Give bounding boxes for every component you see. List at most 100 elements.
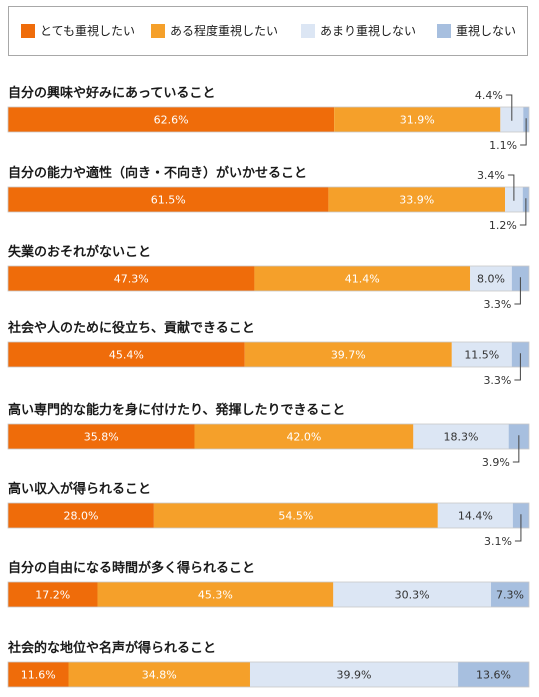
- legend-label-not-very-important: あまり重視しない: [320, 24, 417, 38]
- category-label: 自分の能力や適性（向き・不向き）がいかせること: [8, 165, 307, 181]
- bar-outline: [7, 661, 530, 688]
- bar-outline: [7, 581, 530, 608]
- callout-label: 3.9%: [482, 456, 510, 469]
- bar-segment: [334, 107, 501, 132]
- data-label: 33.9%: [399, 194, 434, 207]
- bar-segment: [68, 662, 250, 687]
- bar-segment: [8, 266, 255, 291]
- data-label: 17.2%: [35, 589, 70, 602]
- bar-outline: [7, 341, 530, 368]
- category-label: 高い収入が得られること: [8, 481, 151, 497]
- bar-segment: [8, 503, 154, 528]
- bar-outline: [7, 186, 530, 213]
- bar-row: 自分の興味や好みにあっていること 62.6% 31.9% 4.4% 1.1%: [7, 85, 530, 152]
- bar-row: 社会的な地位や名声が得られること 11.6% 34.8% 39.9% 13.6%: [7, 640, 530, 688]
- legend-item-very-important: とても重視したい: [21, 23, 135, 39]
- callout-line: [519, 198, 527, 226]
- bar-segment: [458, 662, 529, 687]
- data-label: 35.8%: [84, 431, 119, 444]
- data-label: 42.0%: [286, 431, 321, 444]
- legend-swatch-not-very-important: [301, 24, 315, 38]
- bar-row: 高い専門的な能力を身に付けたり、発揮したりできること 35.8% 42.0% 18.3…: [7, 402, 530, 469]
- legend-label-somewhat-important: ある程度重視したい: [170, 24, 279, 38]
- bar-row: 高い収入が得られること 28.0% 54.5% 14.4% 3.1%: [7, 481, 530, 548]
- category-label: 高い専門的な能力を身に付けたり、発揮したりできること: [8, 402, 345, 418]
- data-label: 11.6%: [21, 669, 56, 682]
- bar-segment: [8, 662, 69, 687]
- data-label: 41.4%: [345, 273, 380, 286]
- bar-segment: [491, 582, 529, 607]
- callout-label: 1.2%: [489, 219, 517, 232]
- bar-segment: [8, 424, 195, 449]
- legend-item-not-very-important: あまり重視しない: [301, 23, 416, 39]
- callout-line: [512, 435, 520, 463]
- callout-label: 4.4%: [475, 89, 503, 102]
- bar-segment: [8, 107, 335, 132]
- bar-segment: [451, 342, 512, 367]
- callout-label: 3.4%: [477, 169, 505, 182]
- bar-outline: [7, 265, 530, 292]
- data-label: 54.5%: [278, 510, 313, 523]
- category-label: 社会や人のために役立ち、貢献できること: [7, 320, 255, 336]
- data-label: 31.9%: [400, 114, 435, 127]
- legend-label-not-important: 重視しない: [456, 24, 517, 38]
- data-label: 18.3%: [444, 431, 479, 444]
- data-label: 28.0%: [63, 510, 98, 523]
- data-label: 45.4%: [109, 349, 144, 362]
- bar-segment: [8, 187, 329, 212]
- callout-label: 1.1%: [489, 139, 517, 152]
- bar-row: 自分の自由になる時間が多く得られること 17.2% 45.3% 30.3% 7.3%: [7, 560, 530, 608]
- bar-outline: [7, 502, 530, 529]
- bar-segment: [97, 582, 334, 607]
- bar-row: 社会や人のために役立ち、貢献できること 45.4% 39.7% 11.5% 3.3%: [7, 320, 530, 387]
- bar-segment: [254, 266, 471, 291]
- data-label: 30.3%: [395, 589, 430, 602]
- bar-outline: [7, 106, 530, 133]
- legend-item-not-important: 重視しない: [437, 23, 516, 39]
- legend: とても重視したい ある程度重視したい あまり重視しない 重視しない: [8, 6, 528, 56]
- bar-segment: [470, 266, 512, 291]
- category-label: 社会的な地位や名声が得られること: [7, 640, 216, 656]
- data-label: 11.5%: [464, 349, 499, 362]
- data-label: 34.8%: [142, 669, 177, 682]
- data-label: 61.5%: [151, 194, 186, 207]
- data-label: 39.9%: [337, 669, 372, 682]
- bar-segment: [437, 503, 513, 528]
- data-label: 13.6%: [476, 669, 511, 682]
- category-label: 自分の興味や好みにあっていること: [8, 85, 215, 101]
- data-label: 45.3%: [198, 589, 233, 602]
- callout-label: 3.3%: [483, 374, 511, 387]
- callout-line: [507, 174, 515, 201]
- bar-segment: [413, 424, 509, 449]
- legend-swatch-very-important: [21, 24, 35, 38]
- bar-segment: [333, 582, 492, 607]
- bar-row: 失業のおそれがないこと 47.3% 41.4% 8.0% 3.3%: [7, 244, 530, 311]
- bar-segment: [8, 582, 98, 607]
- data-label: 7.3%: [496, 589, 524, 602]
- bar-segment: [244, 342, 452, 367]
- bar-segment: [328, 187, 506, 212]
- callout-line: [514, 514, 522, 542]
- legend-item-somewhat-important: ある程度重視したい: [151, 23, 278, 39]
- legend-label-very-important: とても重視したい: [40, 24, 136, 38]
- bar-segment: [194, 424, 414, 449]
- callout-line: [514, 353, 521, 381]
- legend-swatch-not-important: [437, 24, 451, 38]
- bar-segment: [8, 342, 245, 367]
- data-label: 47.3%: [114, 273, 149, 286]
- callout-label: 3.1%: [484, 535, 512, 548]
- bar-segment: [249, 662, 459, 687]
- bar-outline: [7, 423, 530, 450]
- callout-label: 3.3%: [483, 298, 511, 311]
- category-label: 失業のおそれがないこと: [8, 244, 151, 260]
- data-label: 14.4%: [458, 510, 493, 523]
- callout-line: [520, 118, 527, 146]
- callout-line: [505, 94, 513, 121]
- bar-segment: [153, 503, 438, 528]
- data-label: 62.6%: [154, 114, 189, 127]
- legend-swatch-somewhat-important: [151, 24, 165, 38]
- callout-line: [514, 277, 521, 305]
- data-label: 39.7%: [331, 349, 366, 362]
- bar-row: 自分の能力や適性（向き・不向き）がいかせること 61.5% 33.9% 3.4% 1.2…: [7, 165, 530, 232]
